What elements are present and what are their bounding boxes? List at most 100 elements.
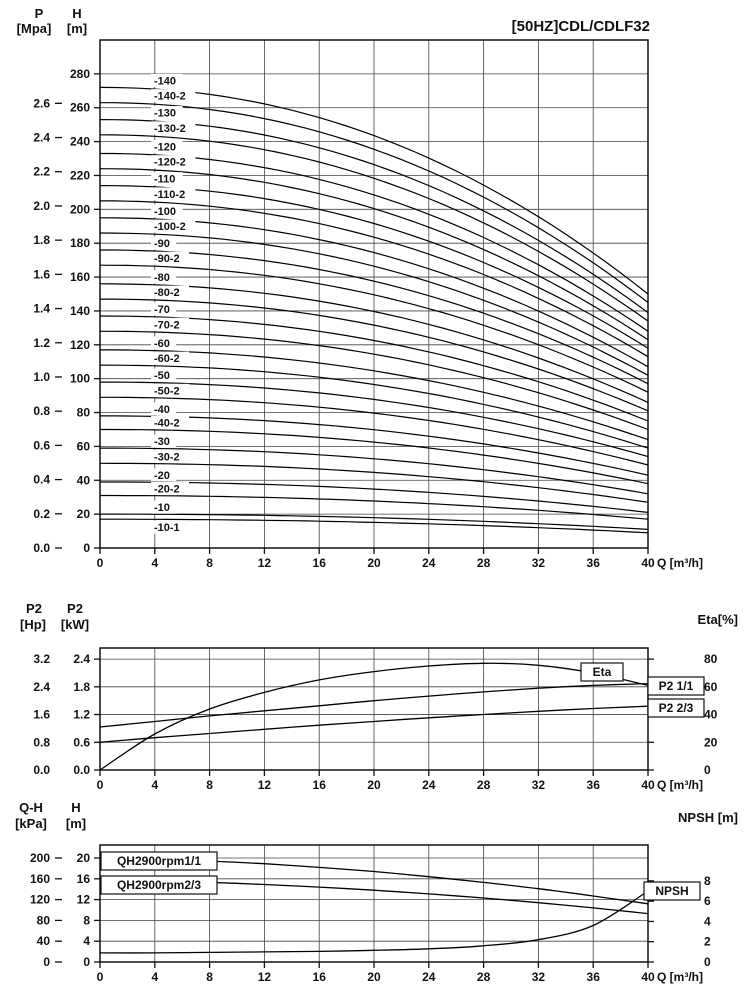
svg-text:40: 40	[641, 556, 655, 570]
svg-text:160: 160	[70, 270, 90, 284]
svg-text:-120-2: -120-2	[154, 157, 186, 169]
svg-text:60: 60	[77, 439, 91, 453]
svg-text:12: 12	[258, 970, 272, 984]
svg-text:200: 200	[70, 202, 90, 216]
svg-text:36: 36	[587, 970, 601, 984]
svg-text:0: 0	[97, 556, 104, 570]
svg-text:-10-1: -10-1	[154, 522, 180, 534]
svg-text:16: 16	[313, 556, 327, 570]
svg-text:16: 16	[313, 778, 327, 792]
svg-text:36: 36	[587, 556, 601, 570]
svg-text:32: 32	[532, 970, 546, 984]
svg-text:120: 120	[70, 338, 90, 352]
npsh-axis-header: NPSH [m]	[678, 810, 738, 825]
svg-text:20: 20	[367, 556, 381, 570]
main-axis-p-unit: [Mpa]	[16, 21, 52, 36]
svg-text:1.2: 1.2	[33, 336, 50, 350]
svg-text:-50: -50	[154, 370, 170, 382]
svg-text:28: 28	[477, 970, 491, 984]
svg-text:80: 80	[704, 652, 718, 666]
svg-text:20: 20	[704, 735, 718, 749]
svg-text:NPSH: NPSH	[655, 884, 688, 898]
svg-text:2.4: 2.4	[33, 680, 50, 694]
svg-text:-50-2: -50-2	[154, 385, 180, 397]
svg-text:-80: -80	[154, 272, 170, 284]
svg-text:-40-2: -40-2	[154, 417, 180, 429]
main-chart: 0204060801001201401601802002202402602800…	[33, 39, 703, 570]
svg-text:1.8: 1.8	[73, 680, 90, 694]
svg-text:120: 120	[30, 893, 50, 907]
svg-text:24: 24	[422, 778, 436, 792]
stage-axis-qh-name: Q-H	[19, 800, 43, 815]
svg-text:80: 80	[37, 913, 51, 927]
svg-text:-20: -20	[154, 470, 170, 482]
power-axis-kw-unit: [kW]	[60, 617, 90, 632]
svg-text:280: 280	[70, 67, 90, 81]
svg-text:1.4: 1.4	[33, 302, 50, 316]
svg-text:36: 36	[587, 778, 601, 792]
svg-text:40: 40	[641, 778, 655, 792]
svg-text:16: 16	[77, 872, 91, 886]
svg-text:-140: -140	[154, 75, 176, 87]
svg-text:-60: -60	[154, 338, 170, 350]
svg-text:24: 24	[422, 556, 436, 570]
svg-text:-70: -70	[154, 304, 170, 316]
svg-text:0: 0	[83, 541, 90, 555]
svg-text:2.6: 2.6	[33, 96, 50, 110]
svg-text:220: 220	[70, 168, 90, 182]
stage-axis-h-name: H	[71, 800, 81, 815]
svg-text:P2 1/1: P2 1/1	[659, 679, 694, 693]
svg-text:0: 0	[83, 955, 90, 969]
power-axis-kw-name: P2	[67, 601, 83, 616]
svg-text:0.4: 0.4	[33, 473, 50, 487]
svg-text:-140-2: -140-2	[154, 91, 186, 103]
svg-text:Eta: Eta	[593, 665, 612, 679]
svg-text:200: 200	[30, 851, 50, 865]
svg-text:4: 4	[704, 914, 711, 928]
eta-axis-header: Eta[%]	[697, 612, 738, 627]
svg-text:1.6: 1.6	[33, 267, 50, 281]
svg-text:8: 8	[83, 913, 90, 927]
svg-text:40: 40	[77, 473, 91, 487]
svg-text:3.2: 3.2	[33, 652, 50, 666]
svg-text:24: 24	[422, 970, 436, 984]
svg-text:0: 0	[704, 763, 711, 777]
main-axis-h-unit: [m]	[66, 21, 88, 36]
svg-text:40: 40	[704, 708, 718, 722]
svg-text:2.0: 2.0	[33, 199, 50, 213]
svg-text:0: 0	[43, 955, 50, 969]
svg-text:40: 40	[37, 934, 51, 948]
svg-text:-90: -90	[154, 238, 170, 250]
svg-text:1.2: 1.2	[73, 708, 90, 722]
svg-text:260: 260	[70, 101, 90, 115]
svg-text:0.0: 0.0	[73, 763, 90, 777]
svg-text:100: 100	[70, 372, 90, 386]
svg-text:-10: -10	[154, 502, 170, 514]
svg-text:20: 20	[367, 970, 381, 984]
svg-text:-40: -40	[154, 404, 170, 416]
svg-text:80: 80	[77, 406, 91, 420]
svg-text:Q [m³/h]: Q [m³/h]	[657, 556, 703, 570]
svg-text:0: 0	[97, 970, 104, 984]
svg-text:4: 4	[151, 778, 158, 792]
svg-text:-100: -100	[154, 206, 176, 218]
svg-text:0.8: 0.8	[33, 735, 50, 749]
svg-text:2.4: 2.4	[73, 652, 90, 666]
svg-text:20: 20	[77, 851, 91, 865]
svg-text:-60-2: -60-2	[154, 353, 180, 365]
svg-text:0: 0	[704, 955, 711, 969]
svg-text:2.2: 2.2	[33, 165, 50, 179]
stage-axis-h-unit: [m]	[65, 816, 87, 831]
svg-text:2.4: 2.4	[33, 131, 50, 145]
svg-text:32: 32	[532, 778, 546, 792]
svg-text:Q [m³/h]: Q [m³/h]	[657, 970, 703, 984]
svg-text:8: 8	[206, 778, 213, 792]
svg-text:0.0: 0.0	[33, 541, 50, 555]
svg-text:28: 28	[477, 778, 491, 792]
svg-text:2: 2	[704, 935, 711, 949]
svg-text:-80-2: -80-2	[154, 287, 180, 299]
svg-text:-20-2: -20-2	[154, 484, 180, 496]
svg-text:28: 28	[477, 556, 491, 570]
